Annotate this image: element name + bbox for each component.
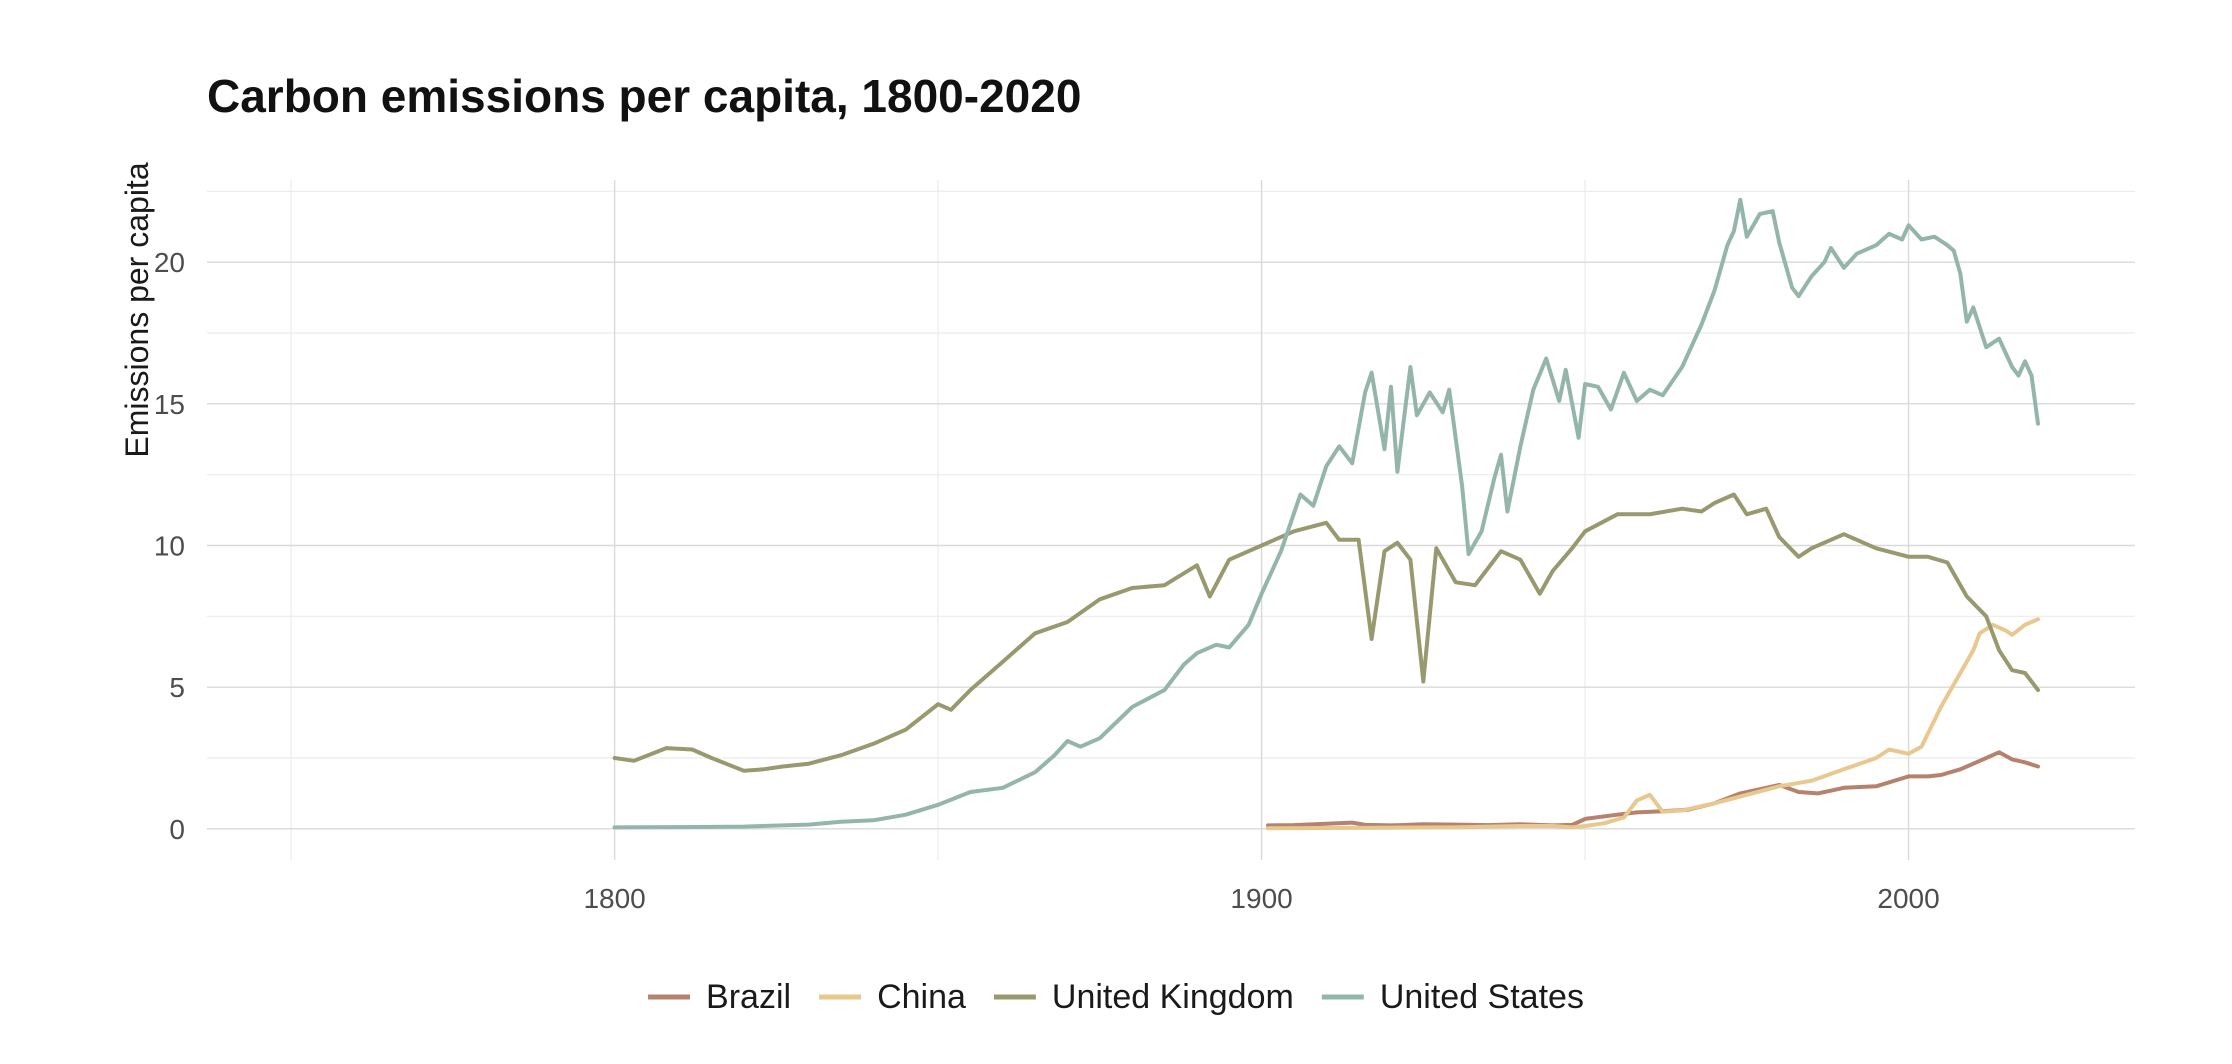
x-axis-ticks: 1800 1900 2000	[583, 883, 1939, 914]
y-tick-label: 0	[169, 814, 185, 845]
legend-label: China	[877, 978, 966, 1016]
y-tick-label: 5	[169, 672, 185, 703]
y-tick-label: 10	[154, 531, 185, 562]
y-tick-label: 15	[154, 389, 185, 420]
x-tick-label: 1800	[583, 883, 645, 914]
series-line-united-states	[612, 197, 2040, 830]
legend-label: United States	[1380, 978, 1584, 1016]
legend-item-brazil: Brazil	[648, 978, 791, 1016]
y-axis-label: Emissions per capita	[119, 162, 155, 457]
gridlines	[207, 180, 2135, 860]
series-line-china	[1266, 617, 2040, 831]
x-tick-label: 2000	[1877, 883, 1939, 914]
legend-label: Brazil	[706, 978, 791, 1016]
series-lines	[612, 197, 2040, 831]
legend: Brazil China United Kingdom United States	[648, 978, 1584, 1016]
y-tick-label: 20	[154, 247, 185, 278]
chart-title: Carbon emissions per capita, 1800-2020	[207, 70, 1081, 122]
legend-item-china: China	[819, 978, 966, 1016]
x-tick-label: 1900	[1230, 883, 1292, 914]
series-line-brazil	[1266, 750, 2040, 828]
legend-item-united-states: United States	[1321, 978, 1584, 1016]
legend-label: United Kingdom	[1052, 978, 1294, 1016]
series-line-united-kingdom	[612, 492, 2040, 773]
y-axis-ticks: 0 5 10 15 20	[154, 247, 185, 845]
legend-item-united-kingdom: United Kingdom	[993, 978, 1294, 1016]
